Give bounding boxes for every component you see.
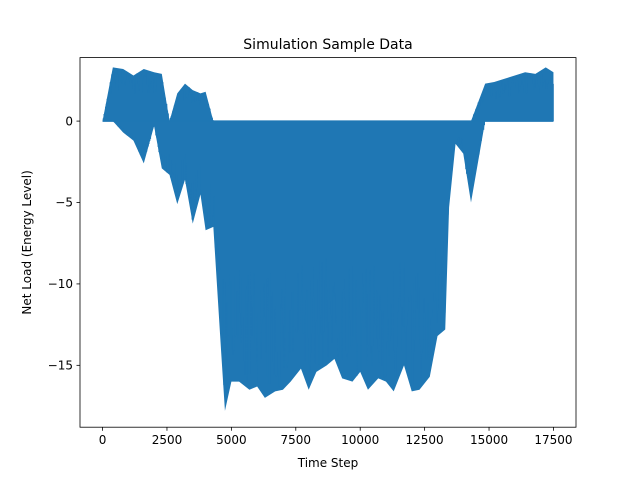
series-0-oscillation (102, 69, 554, 392)
y-tick-label: −5 (55, 196, 73, 210)
y-ticks: 0 −5 −10 −15 (48, 114, 80, 373)
x-tick-label: 10000 (341, 433, 379, 447)
chart-title: Simulation Sample Data (243, 37, 412, 53)
x-tick-label: 12500 (406, 433, 444, 447)
y-tick-label: −10 (48, 277, 73, 291)
x-tick-label: 0 (99, 433, 107, 447)
y-tick-label: −15 (48, 359, 73, 373)
x-ticks: 0 2500 5000 7500 10000 12500 15000 17500 (99, 427, 573, 447)
x-tick-label: 15000 (470, 433, 508, 447)
x-tick-label: 2500 (152, 433, 183, 447)
series-layer (102, 67, 554, 411)
x-tick-label: 5000 (216, 433, 247, 447)
y-axis-label: Net Load (Energy Level) (20, 170, 34, 314)
y-tick-label: 0 (65, 114, 73, 128)
x-tick-label: 17500 (534, 433, 572, 447)
x-tick-label: 7500 (281, 433, 312, 447)
plot-frame (79, 57, 577, 428)
x-axis-label: Time Step (297, 456, 359, 470)
